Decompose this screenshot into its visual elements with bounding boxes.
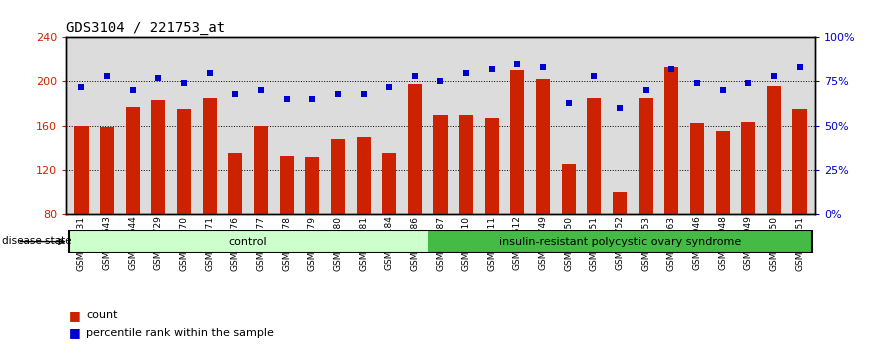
Bar <box>69 230 427 253</box>
Point <box>690 80 704 86</box>
Bar <box>331 139 345 214</box>
Text: disease state: disease state <box>2 236 71 246</box>
Text: control: control <box>229 236 268 247</box>
Bar <box>459 115 473 214</box>
Text: GDS3104 / 221753_at: GDS3104 / 221753_at <box>66 21 226 35</box>
Point <box>562 100 576 105</box>
Bar <box>126 107 140 214</box>
Point <box>74 84 88 90</box>
Point <box>331 91 345 97</box>
Point <box>741 80 755 86</box>
Point <box>357 91 371 97</box>
Bar <box>152 100 166 214</box>
Text: count: count <box>86 310 118 320</box>
Bar <box>382 153 396 214</box>
Point <box>588 73 602 79</box>
Point <box>715 87 729 93</box>
Point <box>203 70 217 75</box>
Bar <box>562 164 576 214</box>
Point <box>126 87 140 93</box>
Point <box>152 75 166 81</box>
Bar <box>279 155 293 214</box>
Text: ■: ■ <box>69 309 80 321</box>
Bar <box>766 86 781 214</box>
Bar <box>613 192 627 214</box>
Bar <box>715 131 729 214</box>
Bar <box>510 70 524 214</box>
Bar <box>639 98 653 214</box>
Bar <box>228 153 242 214</box>
Bar <box>305 156 319 214</box>
Bar <box>433 115 448 214</box>
Text: percentile rank within the sample: percentile rank within the sample <box>86 328 274 338</box>
Point <box>177 80 191 86</box>
Point <box>485 66 499 72</box>
Bar <box>177 109 191 214</box>
Point <box>613 105 627 111</box>
Bar <box>100 127 115 214</box>
Point <box>305 96 319 102</box>
Point <box>793 64 807 70</box>
Point <box>254 87 268 93</box>
Text: ■: ■ <box>69 326 80 339</box>
Bar <box>254 126 268 214</box>
Point <box>510 61 524 67</box>
Bar <box>74 126 88 214</box>
Bar <box>793 109 807 214</box>
Bar <box>741 122 755 214</box>
Text: insulin-resistant polycystic ovary syndrome: insulin-resistant polycystic ovary syndr… <box>499 236 741 247</box>
Bar <box>485 118 499 214</box>
Point <box>100 73 115 79</box>
Point <box>459 70 473 75</box>
Point <box>382 84 396 90</box>
Bar <box>357 137 371 214</box>
Bar <box>536 79 550 214</box>
Bar <box>427 230 812 253</box>
Point <box>664 66 678 72</box>
Point <box>536 64 550 70</box>
Point <box>408 73 422 79</box>
Point <box>433 79 448 84</box>
Bar <box>664 67 678 214</box>
Bar <box>690 124 704 214</box>
Point <box>279 96 293 102</box>
Point <box>228 91 242 97</box>
Bar <box>408 84 422 214</box>
Bar <box>203 98 217 214</box>
Point <box>766 73 781 79</box>
Bar <box>588 98 602 214</box>
Point <box>639 87 653 93</box>
